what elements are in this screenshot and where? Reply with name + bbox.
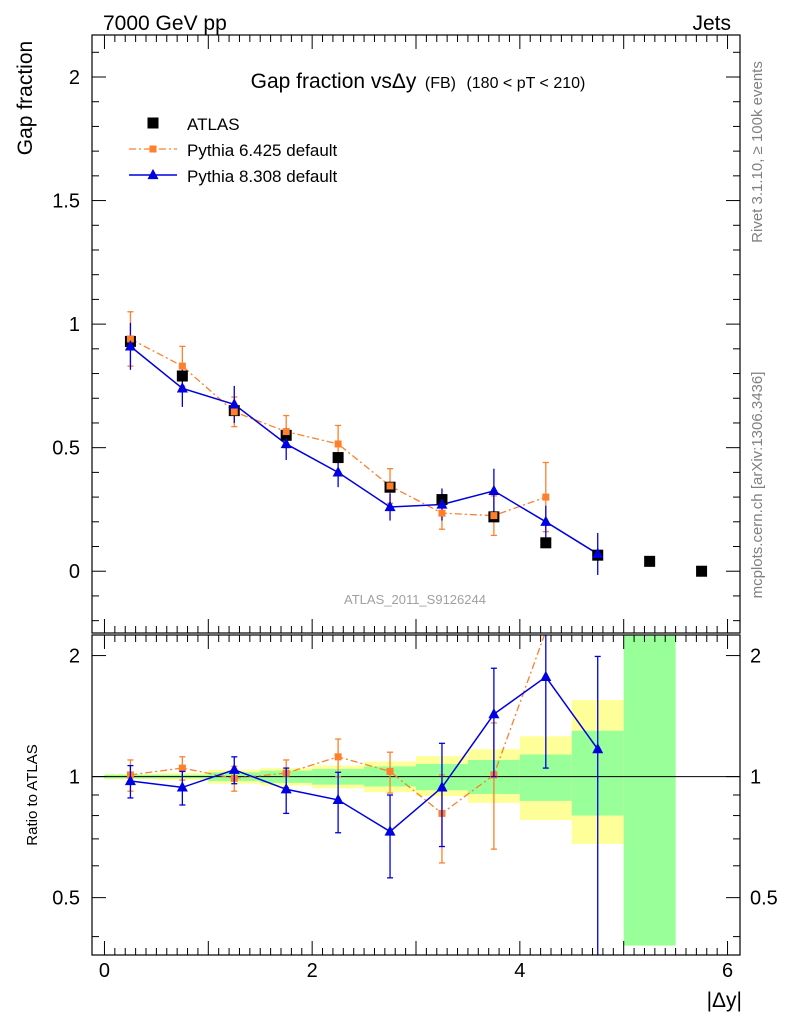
chart-title: Gap fraction vsΔy (FB) (180 < pT < 210) — [251, 70, 586, 93]
y-tick-label: 1 — [69, 314, 80, 336]
y-tick-label: 2 — [69, 67, 80, 89]
pythia8-point — [540, 515, 552, 526]
ratio-series — [124, 628, 604, 955]
legend: ATLAS Pythia 6.425 default Pythia 8.308 de… — [129, 115, 338, 186]
ratio-band-inner — [623, 635, 676, 946]
atlas-data-point — [644, 555, 656, 567]
legend-pythia6-marker — [149, 145, 157, 153]
pythia8-point — [280, 437, 292, 449]
ratio-pythia8-line — [130, 675, 599, 833]
pythia6-point — [178, 362, 186, 370]
pythia6-point — [230, 408, 238, 416]
pythia8-point — [488, 484, 500, 496]
main-ylabel: Gap fraction — [14, 41, 37, 155]
x-tick-label: 6 — [722, 960, 733, 982]
pythia8-point — [384, 500, 396, 512]
ratio-y-tick-label: 1 — [69, 767, 80, 789]
pythia8-point — [436, 498, 448, 509]
pythia8-point — [332, 466, 344, 477]
ratio-pythia6-point — [178, 764, 186, 772]
mcplots-label: mcplots.cern.ch [arXiv:1306.3436] — [749, 372, 766, 599]
ratio-pythia8-point — [488, 707, 500, 719]
watermark: ATLAS_2011_S9126244 — [344, 592, 486, 607]
x-tick-label: 4 — [514, 960, 525, 982]
main-series — [124, 311, 708, 577]
pythia8-point — [124, 340, 136, 351]
ratio-pythia6-point — [386, 767, 394, 775]
y-tick-label: 0 — [69, 561, 80, 583]
legend-label: Pythia 6.425 default — [187, 141, 338, 160]
ratio-pythia8-point — [176, 781, 188, 792]
header-left-label: 7000 GeV pp — [103, 12, 227, 35]
axes: 0 2 4 6 0 0.5 1 1.5 2 0.5 0.5 1 1 2 2 — [52, 35, 778, 982]
ratio-y-tick-label: 0.5 — [52, 888, 80, 910]
atlas-data-point — [332, 452, 344, 464]
atlas-data-point — [696, 565, 708, 577]
pythia8-point — [592, 547, 604, 559]
xlabel: |Δy| — [707, 989, 742, 1012]
legend-label: ATLAS — [187, 115, 240, 134]
legend-pythia8-marker — [147, 168, 159, 180]
ratio-pythia8-point — [332, 793, 344, 805]
ratio-pythia8-point — [228, 763, 240, 774]
ratio-y-tick-label-right: 2 — [750, 646, 761, 668]
rivet-label: Rivet 3.1.10, ≥ 100k events — [749, 61, 766, 243]
pythia8-line — [129, 345, 599, 555]
pythia6-point — [334, 440, 342, 448]
y-tick-label: 1.5 — [52, 191, 80, 213]
ratio-pythia8-point — [384, 825, 396, 836]
y-tick-label: 0.5 — [52, 438, 80, 460]
ratio-y-tick-label-right: 0.5 — [750, 888, 778, 910]
ratio-pythia6-point — [334, 753, 342, 761]
atlas-data-point — [280, 429, 292, 441]
pythia6-point — [490, 512, 498, 520]
pythia6-point — [126, 335, 134, 343]
legend-label: Pythia 8.308 default — [187, 167, 338, 186]
pythia6-point — [282, 428, 290, 436]
ratio-uncertainty-bands — [92, 635, 740, 946]
x-tick-label: 2 — [307, 960, 318, 982]
ratio-y-tick-label: 2 — [69, 646, 80, 668]
ratio-pythia8-point — [436, 781, 448, 792]
chart-title-range: (180 < pT < 210) — [466, 75, 585, 92]
atlas-data-point — [540, 537, 552, 549]
chart-title-main: Gap fraction vsΔy — [251, 70, 417, 93]
ratio-y-tick-label-right: 1 — [750, 767, 761, 789]
ratio-pythia8-point — [124, 774, 136, 786]
pythia8-point — [228, 398, 240, 409]
pythia6-point — [542, 493, 550, 501]
pythia8-point — [176, 382, 188, 393]
ratio-ylabel: Ratio to ATLAS — [24, 744, 41, 845]
header-right-label: Jets — [692, 12, 731, 35]
pythia6-point — [438, 509, 446, 517]
ratio-pythia6-point — [542, 628, 549, 635]
legend-atlas-marker — [147, 117, 159, 129]
x-tick-label: 0 — [99, 960, 110, 982]
pythia6-point — [386, 482, 394, 490]
ratio-pythia8-point — [540, 670, 552, 682]
ratio-pythia8-point — [280, 783, 292, 794]
atlas-data-point — [176, 370, 188, 382]
ratio-pythia8-point — [592, 742, 604, 754]
chart-title-small: (FB) — [425, 75, 456, 92]
